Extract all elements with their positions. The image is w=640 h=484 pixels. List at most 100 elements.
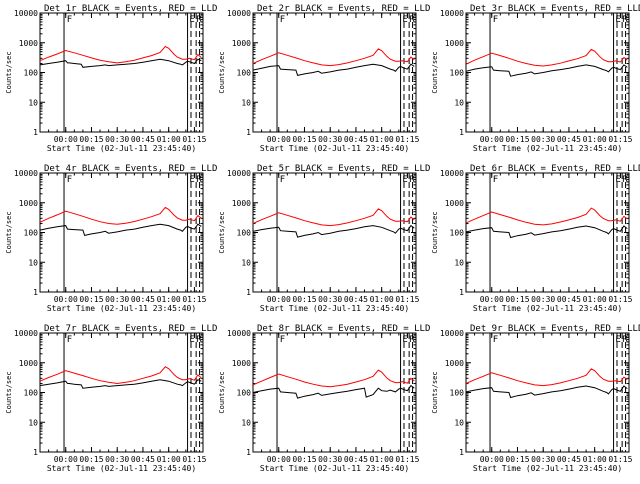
y-tick-label: 100 [237,69,252,78]
x-tick-label: 00:15 [292,295,316,304]
series-line-events [465,64,628,77]
x-axis-label: Start Time (02-Jul-11 23:45:40) [260,144,409,153]
y-tick-label: 100 [24,69,39,78]
y-tick-label: 100 [237,389,252,398]
y-tick-label: 1000 [445,39,464,48]
series-line-lld [252,369,415,388]
series-line-lld [465,368,628,387]
y-tick-label: 10 [241,98,251,107]
interval-marker-label: F [493,175,498,185]
interval-marker-label: F [493,15,498,25]
y-tick-label: 1000 [19,199,38,208]
series-line-events [39,223,202,236]
interval-marker-label: E [615,175,620,185]
interval-marker-label: R [409,15,415,25]
x-tick-label: 00:30 [531,135,555,144]
x-tick-label: 01:15 [608,455,632,464]
interval-marker-label: R [409,175,415,185]
interval-marker-label: R [196,335,202,345]
y-tick-label: 10 [28,418,38,427]
y-tick-label: 1 [459,128,464,137]
x-axis-label: Start Time (02-Jul-11 23:45:40) [47,144,196,153]
x-tick-label: 00:00 [480,135,504,144]
x-axis-label: Start Time (02-Jul-11 23:45:40) [47,464,196,473]
x-tick-label: 00:30 [531,455,555,464]
y-axis-label: Counts/sec [218,51,226,93]
interval-marker-label: F [280,335,285,345]
x-axis-label: Start Time (02-Jul-11 23:45:40) [260,304,409,313]
interval-marker-label: R [196,175,202,185]
x-tick-label: 00:15 [505,295,529,304]
series-line-lld [39,366,202,385]
interval-marker-label: E [402,15,407,25]
x-tick-label: 01:00 [370,135,394,144]
y-tick-label: 1000 [232,359,251,368]
interval-marker-label: F [67,335,72,345]
series-line-lld [39,45,202,64]
y-tick-label: 1000 [19,39,38,48]
x-tick-label: 01:15 [182,455,206,464]
y-tick-label: 1 [459,448,464,457]
x-tick-label: 00:00 [54,135,78,144]
series-line-events [252,384,415,399]
x-tick-label: 00:00 [480,295,504,304]
y-tick-label: 10 [28,98,38,107]
x-axis-label: Start Time (02-Jul-11 23:45:40) [473,464,622,473]
interval-marker-label: R [622,335,628,345]
y-axis-label: Counts/sec [5,51,13,93]
x-tick-label: 01:00 [157,135,181,144]
panel-det-6: Det 6r BLACK = Events, RED = LLD 1 10 100 10… [431,164,640,313]
x-tick-label: 00:15 [505,455,529,464]
x-tick-label: 00:45 [131,135,155,144]
y-tick-label: 100 [24,389,39,398]
panel-title: Det 5r BLACK = Events, RED = LLD [257,164,430,174]
y-tick-label: 1 [33,288,38,297]
interval-marker-label: F [493,335,498,345]
interval-marker-label: E [402,175,407,185]
y-tick-label: 10 [241,258,251,267]
interval-marker-label: F [67,175,72,185]
interval-marker-label: E [189,15,194,25]
series-line-events [39,58,202,68]
series-line-lld [465,207,628,226]
y-tick-label: 1000 [232,199,251,208]
y-tick-label: 1000 [445,199,464,208]
x-tick-label: 01:15 [608,295,632,304]
y-tick-label: 1 [459,288,464,297]
panel-det-2: Det 2r BLACK = Events, RED = LLD 1 10 100 10… [218,4,430,153]
interval-marker-label: R [622,15,628,25]
interval-marker-label: E [189,175,194,185]
x-axis-label: Start Time (02-Jul-11 23:45:40) [260,464,409,473]
series-line-lld [465,48,628,67]
y-tick-label: 1000 [232,39,251,48]
panel-det-1: Det 1r BLACK = Events, RED = LLD 1 10 100 10… [5,4,217,153]
y-tick-label: 1 [33,448,38,457]
interval-marker-label: R [622,175,628,185]
interval-marker-label: R [196,15,202,25]
y-tick-label: 1000 [445,359,464,368]
x-tick-label: 00:15 [292,455,316,464]
y-tick-label: 100 [450,69,465,78]
x-axis-label: Start Time (02-Jul-11 23:45:40) [473,144,622,153]
y-tick-label: 1 [246,448,251,457]
series-line-events [465,225,628,239]
x-tick-label: 00:15 [79,135,103,144]
series-line-events [465,385,628,399]
y-tick-label: 10000 [227,329,251,338]
x-tick-label: 00:00 [480,455,504,464]
interval-marker-label: E [402,335,407,345]
x-tick-label: 01:15 [395,135,419,144]
x-axis-label: Start Time (02-Jul-11 23:45:40) [473,304,622,313]
panel-title: Det 9r BLACK = Events, RED = LLD [470,324,640,334]
x-tick-label: 00:00 [54,455,78,464]
y-tick-label: 10 [454,98,464,107]
x-tick-label: 01:00 [370,295,394,304]
y-tick-label: 10000 [14,169,38,178]
interval-marker-label: R [409,335,415,345]
x-tick-label: 00:30 [318,455,342,464]
y-tick-label: 1000 [19,359,38,368]
x-tick-label: 00:15 [79,455,103,464]
panel-title: Det 7r BLACK = Events, RED = LLD [44,324,217,334]
y-tick-label: 100 [450,229,465,238]
x-tick-label: 00:00 [267,455,291,464]
